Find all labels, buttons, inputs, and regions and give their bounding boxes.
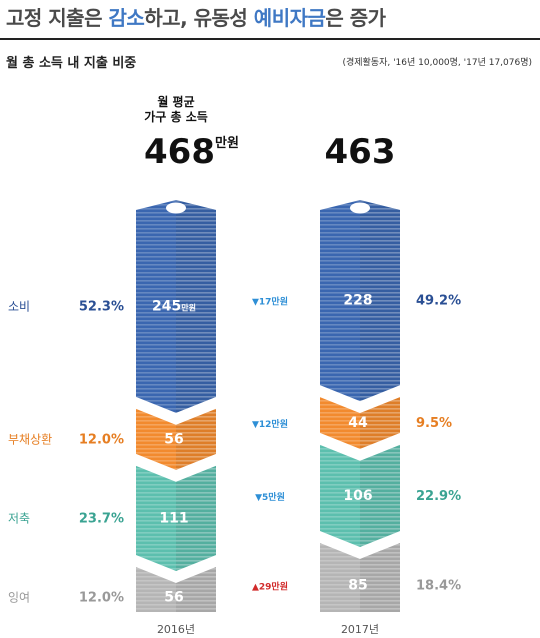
income-label-line1: 월 평균	[157, 94, 194, 109]
headline-part-4: 예비자금	[253, 6, 326, 30]
total-2017: 463	[325, 132, 396, 172]
source-note: (경제활동자, '16년 10,000명, '17년 17,076명)	[342, 58, 532, 68]
category-label-1: 2017년	[341, 623, 379, 636]
header-rule	[0, 38, 540, 40]
value-label-1-3: 85	[348, 577, 367, 593]
pct-2016-2: 23.7%	[79, 511, 124, 526]
headline-part-1: 은	[84, 6, 109, 30]
top-cap-0	[166, 202, 186, 214]
change-label-2: ▼5만원	[255, 491, 285, 503]
change-label-1: ▼12만원	[252, 418, 288, 430]
bar-facet-texture-0-2	[176, 465, 216, 572]
chart-subtitle: 월 총 소득 내 지출 비중	[6, 56, 137, 71]
pct-2017-1: 9.5%	[416, 416, 452, 431]
pct-2017-2: 22.9%	[416, 489, 461, 504]
series-label-3: 잉여	[8, 591, 30, 605]
pct-2016-0: 52.3%	[79, 299, 124, 314]
income-label-line2: 가구 총 소득	[144, 109, 208, 124]
headline-part-2: 감소	[108, 6, 145, 30]
bar-facet-texture-0-0	[176, 200, 216, 413]
change-label-0: ▼17만원	[252, 296, 288, 308]
bar-facet-texture-1-1	[360, 397, 400, 449]
bar-facet-texture-0-1	[176, 408, 216, 470]
bar-facet-texture-1-0	[360, 200, 400, 402]
value-label-0-1: 56	[164, 431, 183, 447]
value-label-0-0: 245만원	[152, 298, 196, 314]
series-label-2: 저축	[8, 511, 30, 525]
change-label-3: ▲29만원	[252, 580, 288, 592]
series-label-0: 소비	[8, 299, 30, 313]
bar-facet-texture-1-3	[360, 542, 400, 612]
value-label-0-3: 56	[164, 590, 183, 606]
pct-2016-1: 12.0%	[79, 432, 124, 447]
pct-2017-3: 18.4%	[416, 578, 461, 593]
pct-2017-0: 49.2%	[416, 294, 461, 309]
headline-part-5: 은 증가	[325, 6, 386, 30]
value-label-1-1: 44	[348, 415, 368, 431]
pct-2016-3: 12.0%	[79, 591, 124, 606]
series-label-1: 부채상환	[8, 432, 52, 446]
bar-facet-texture-0-3	[176, 567, 216, 612]
headline-part-3: 하고, 유동성	[144, 6, 254, 30]
total-2016: 468만원	[144, 132, 239, 172]
value-label-0-2: 111	[159, 510, 188, 526]
value-label-1-2: 106	[343, 488, 372, 504]
top-cap-1	[350, 202, 370, 214]
value-label-1-0: 228	[343, 293, 372, 309]
category-label-0: 2016년	[157, 623, 195, 636]
bar-facet-texture-1-2	[360, 444, 400, 547]
headline: 고정 지출은 감소하고, 유동성 예비자금은 증가	[6, 2, 386, 31]
headline-part-0: 고정 지출	[6, 6, 85, 30]
